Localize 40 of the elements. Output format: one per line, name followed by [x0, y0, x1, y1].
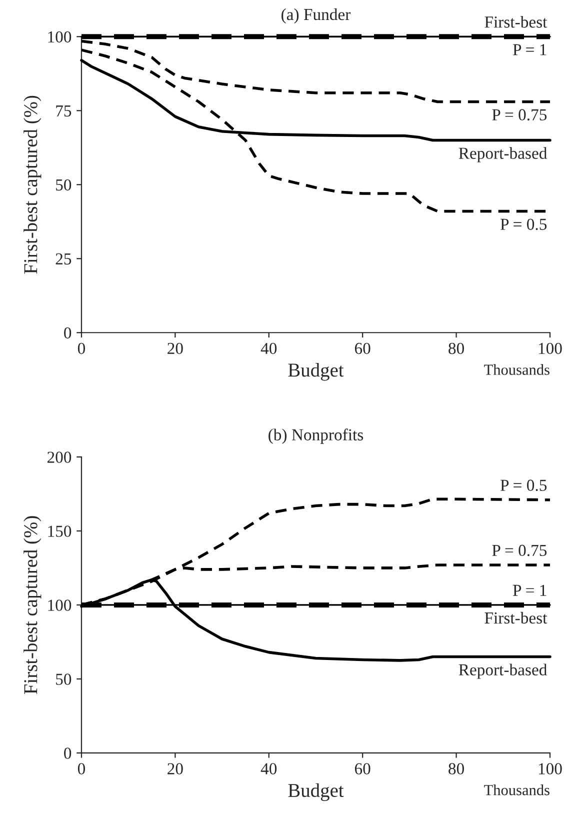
y-tick-label: 75: [56, 106, 72, 117]
y-axis-title: First-best captured (%): [24, 96, 42, 274]
x-tick-label: 80: [448, 342, 464, 354]
x-tick-label: 100: [538, 342, 562, 354]
y-tick-label: 150: [48, 526, 72, 537]
y-tick-label: 0: [64, 327, 72, 339]
series-label: Report-based: [458, 147, 548, 162]
y-axis-title: First-best captured (%): [24, 516, 42, 694]
series-label: P = 1: [512, 584, 546, 596]
x-tick-label: 60: [354, 763, 370, 774]
series-label: P = 0.5: [500, 218, 547, 230]
x-tick-label: 60: [354, 342, 370, 354]
x-tick-label: 40: [260, 763, 277, 774]
x-tick-label: 100: [538, 763, 562, 774]
chart-title: (a) Funder: [282, 8, 351, 24]
series-label: First-best: [484, 612, 548, 624]
series-label: P = 0.75: [492, 544, 547, 556]
y-tick-label: 100: [48, 600, 72, 611]
text: Thousands: [484, 364, 550, 375]
x-tick-label: 80: [448, 763, 464, 774]
y-tick-label: 0: [64, 748, 72, 759]
y-tick-label: 100: [48, 31, 72, 43]
y-tick-label: 25: [56, 253, 72, 265]
x-tick-label: 0: [78, 763, 86, 774]
x-tick-label: 20: [168, 763, 183, 774]
x-tick-label: 40: [260, 342, 277, 354]
x-tick-label: 20: [168, 342, 183, 354]
y-tick-label: 200: [47, 452, 72, 463]
series-label: P = 0.5: [500, 480, 547, 491]
text: Thousands: [484, 784, 550, 796]
y-tick-label: 50: [56, 179, 72, 191]
x-tick-label: 0: [78, 342, 86, 354]
chart-title: (b) Nonprofits: [268, 428, 364, 444]
series-label: First-best: [484, 16, 548, 28]
series-label: P = 1: [512, 44, 546, 56]
x-axis-title: Budget: [288, 783, 344, 802]
series-label: Report-based: [458, 664, 548, 679]
series-label: P = 0.75: [492, 109, 547, 120]
x-axis-title: Budget: [288, 363, 344, 381]
y-tick-label: 50: [56, 674, 72, 685]
